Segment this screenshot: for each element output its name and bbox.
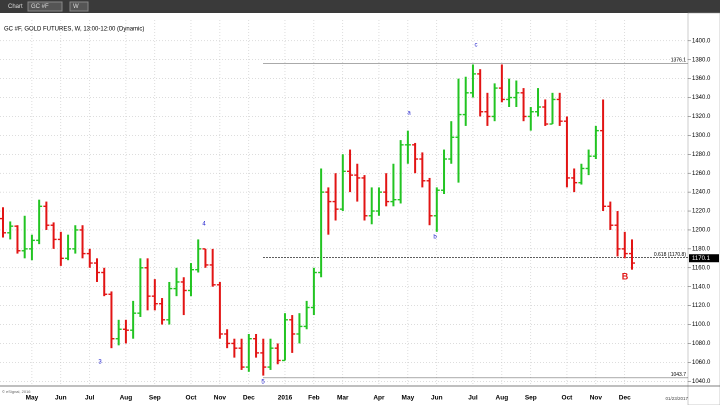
plot-area xyxy=(0,13,688,386)
chart-title: GC #F, GOLD FUTURES, W, 13:00-12:00 (Dyn… xyxy=(4,27,144,33)
y-tick-label: 1140.0 xyxy=(692,284,711,290)
x-tick-label: Dec xyxy=(243,395,255,402)
x-tick-label: 2016 xyxy=(278,395,293,402)
x-tick-label: Jun xyxy=(55,395,67,402)
x-tick-label: Jul xyxy=(85,395,95,402)
y-tick-label: 1400.0 xyxy=(692,38,711,44)
x-tick-label: Nov xyxy=(214,395,227,402)
last-price-box xyxy=(689,254,719,263)
x-tick-label: Apr xyxy=(373,395,385,402)
y-tick-label: 1380.0 xyxy=(692,57,711,63)
x-tick-label: Dec xyxy=(619,395,631,402)
x-tick-label: Sep xyxy=(149,395,161,402)
x-tick-label: Jul xyxy=(468,395,478,402)
y-tick-label: 1080.0 xyxy=(692,341,711,347)
x-tick-label: Aug xyxy=(120,395,133,402)
price-axis xyxy=(687,12,720,405)
x-tick-label: Feb xyxy=(308,395,320,402)
x-tick-label: Oct xyxy=(186,395,198,402)
interval-box[interactable] xyxy=(69,1,89,12)
y-tick-label: 1240.0 xyxy=(692,190,711,196)
x-tick-label: May xyxy=(26,395,39,402)
y-tick-label: 1260.0 xyxy=(692,171,711,177)
y-tick-label: 1040.0 xyxy=(692,379,711,385)
wave-label: b xyxy=(433,235,437,241)
symbol[interactable]: GC #F xyxy=(31,4,49,10)
y-tick-label: 1200.0 xyxy=(692,228,711,234)
wave-label: a xyxy=(407,111,411,117)
symbol-box[interactable] xyxy=(27,1,63,12)
y-tick-label: 1160.0 xyxy=(692,265,711,271)
y-tick-label: 1060.0 xyxy=(692,360,711,366)
y-tick-label: 1220.0 xyxy=(692,209,711,215)
credit: © eSignal, 2016 xyxy=(2,389,31,394)
y-tick-label: 1120.0 xyxy=(692,303,711,309)
toolbar xyxy=(0,0,720,13)
y-tick-label: 1360.0 xyxy=(692,76,711,82)
x-tick-label: Sep xyxy=(525,395,537,402)
y-tick-label: 1320.0 xyxy=(692,114,711,120)
x-tick-label: Oct xyxy=(562,395,574,402)
x-tick-label: May xyxy=(402,395,415,402)
level-label: 0.618 (1170.8) xyxy=(654,252,686,258)
date: 01/23/2017 xyxy=(665,396,688,401)
interval[interactable]: W xyxy=(73,4,79,10)
x-tick-label: Mar xyxy=(337,395,349,402)
x-tick-label: Aug xyxy=(496,395,509,402)
wave-label: 4 xyxy=(202,222,206,228)
level-label: 1376.1 xyxy=(671,58,687,64)
last-price: 1170.1 xyxy=(692,256,711,262)
level-label: 1043.7 xyxy=(671,372,687,378)
y-tick-label: 1280.0 xyxy=(692,152,711,158)
wave-label: 5 xyxy=(261,380,265,386)
wave-label: c xyxy=(475,43,478,49)
y-tick-label: 1340.0 xyxy=(692,95,711,101)
wave-label: 3 xyxy=(98,360,102,366)
wave-label: B xyxy=(622,271,629,281)
x-tick-label: Nov xyxy=(590,395,603,402)
y-tick-label: 1100.0 xyxy=(692,322,711,328)
y-tick-label: 1300.0 xyxy=(692,133,711,139)
window-title: Chart xyxy=(8,4,23,10)
x-tick-label: Jun xyxy=(431,395,443,402)
y-tick-label: 1180.0 xyxy=(692,246,711,252)
